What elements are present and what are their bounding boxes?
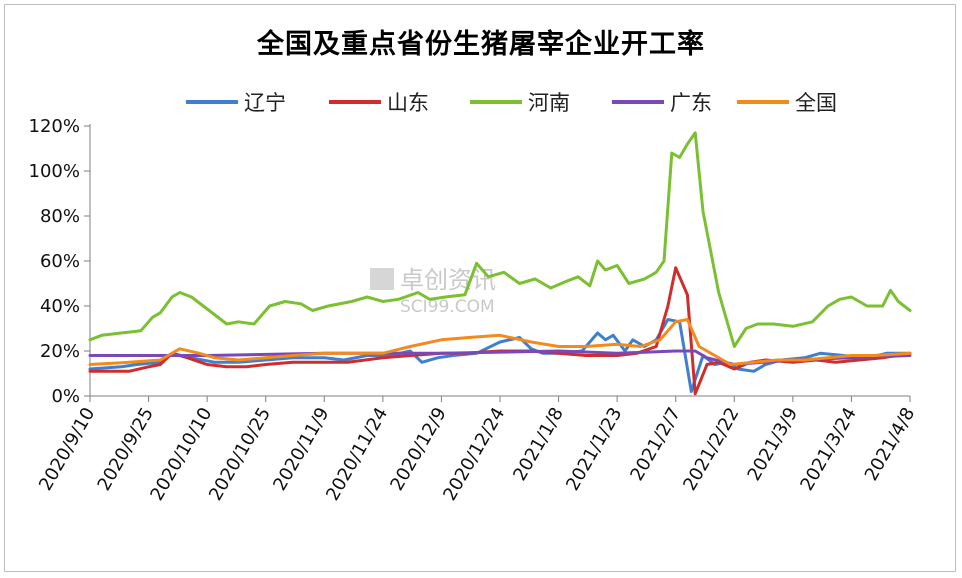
legend-label: 全国	[795, 91, 837, 115]
x-tick-label: 2021/1/8	[509, 404, 568, 485]
series-line-3	[88, 131, 912, 348]
x-tick-label: 2021/3/24	[796, 404, 860, 494]
x-tick-label: 2020/11/24	[322, 404, 392, 504]
x-tick-label: 2021/3/9	[744, 404, 803, 485]
watermark-text: 卓创资讯	[400, 266, 496, 294]
x-tick-label: 2020/10/25	[205, 404, 275, 504]
watermark-logo	[370, 268, 394, 290]
series-line-2	[88, 266, 912, 396]
y-tick-label: 60%	[40, 251, 80, 272]
x-tick-label: 2020/11/9	[269, 404, 333, 494]
chart-frame	[4, 4, 956, 572]
y-tick-label: 0%	[51, 386, 80, 407]
watermark: 卓创资讯 SCI99.COM	[370, 266, 496, 317]
x-tick-label: 2020/9/10	[35, 404, 99, 494]
x-tick-label: 2020/12/9	[386, 404, 450, 494]
legend-label: 山东	[387, 91, 429, 115]
y-tick-label: 80%	[40, 206, 80, 227]
legend-label: 河南	[528, 91, 570, 115]
watermark-subtext: SCI99.COM	[400, 297, 495, 317]
y-tick-label: 20%	[40, 341, 80, 362]
x-tick-label: 2021/4/8	[861, 404, 920, 485]
series-line-5	[88, 318, 912, 366]
legend-label: 辽宁	[244, 91, 286, 115]
x-tick-label: 2021/2/22	[679, 404, 743, 494]
x-tick-label: 2020/10/10	[146, 404, 216, 504]
y-tick-label: 120%	[29, 116, 80, 137]
series-layer	[88, 131, 912, 396]
x-tick-label: 2021/2/7	[626, 404, 685, 485]
x-tick-label: 2021/1/23	[562, 404, 626, 494]
x-tick-label: 2020/12/24	[439, 404, 509, 504]
y-tick-label: 40%	[40, 296, 80, 317]
x-tick-label: 2020/9/25	[94, 404, 158, 494]
chart-title: 全国及重点省份生猪屠宰企业开工率	[257, 29, 705, 60]
legend-label: 广东	[670, 91, 712, 115]
y-tick-label: 100%	[29, 161, 80, 182]
legend: 辽宁 山东 河南 广东 全国	[186, 91, 837, 115]
